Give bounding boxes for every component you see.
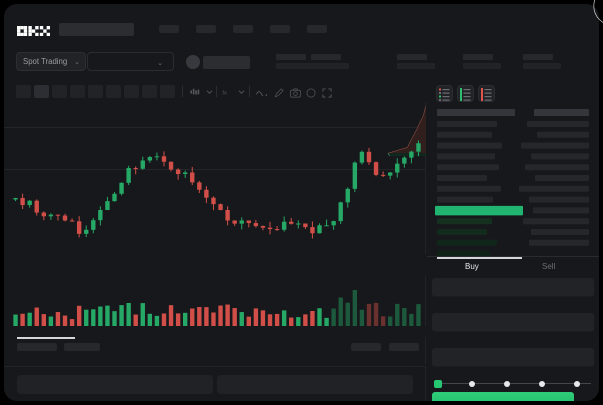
svg-text:fx: fx <box>222 90 227 96</box>
